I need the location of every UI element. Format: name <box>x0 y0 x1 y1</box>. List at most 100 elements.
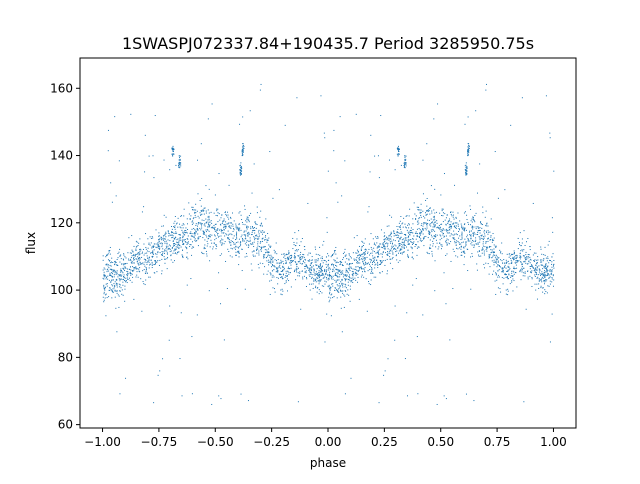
data-point <box>418 218 420 220</box>
data-point <box>382 251 384 253</box>
data-point <box>102 296 104 298</box>
data-point <box>493 248 495 250</box>
data-point <box>228 184 230 186</box>
x-tick-label: −0.25 <box>253 435 290 449</box>
data-point <box>158 240 160 242</box>
data-point <box>410 232 412 234</box>
data-point <box>197 222 199 224</box>
data-point <box>203 248 205 250</box>
data-point <box>354 269 356 271</box>
data-point <box>203 224 205 226</box>
data-point <box>194 232 196 234</box>
data-point <box>484 216 486 218</box>
data-point <box>549 132 551 134</box>
data-point <box>214 235 216 237</box>
data-point <box>458 242 460 244</box>
data-point <box>416 254 418 256</box>
data-point <box>447 221 449 223</box>
data-point <box>431 212 433 214</box>
data-point <box>135 240 137 242</box>
data-point <box>308 269 310 271</box>
data-point <box>407 231 409 233</box>
data-point <box>380 261 382 263</box>
data-point <box>367 270 369 272</box>
data-point <box>220 229 222 231</box>
data-point <box>129 252 131 254</box>
data-point <box>282 290 284 292</box>
data-point <box>457 256 459 258</box>
data-point <box>488 273 490 275</box>
data-point <box>412 228 414 230</box>
data-point <box>298 261 300 263</box>
data-point <box>225 260 227 262</box>
data-point <box>383 239 385 241</box>
data-point <box>403 248 405 250</box>
data-point <box>549 268 551 270</box>
data-point <box>464 246 466 248</box>
data-point <box>306 278 308 280</box>
data-point <box>363 242 365 244</box>
data-point <box>305 272 307 274</box>
data-point <box>197 238 199 240</box>
x-tick-label: 0.50 <box>427 435 454 449</box>
data-point <box>236 236 238 238</box>
data-point <box>510 259 512 261</box>
data-point <box>160 242 162 244</box>
data-point <box>443 236 445 238</box>
data-point <box>474 215 476 217</box>
data-point <box>173 238 175 240</box>
data-point <box>403 251 405 253</box>
data-point <box>253 229 255 231</box>
data-point <box>496 256 498 258</box>
x-tick-label: 0.00 <box>315 435 342 449</box>
data-point <box>393 230 395 232</box>
data-point <box>119 275 121 277</box>
data-point <box>126 270 128 272</box>
data-point <box>383 232 385 234</box>
data-point <box>111 269 113 271</box>
data-point <box>464 211 466 213</box>
data-point <box>309 252 311 254</box>
data-point <box>137 263 139 265</box>
data-point <box>236 228 238 230</box>
data-point <box>109 281 111 283</box>
data-point <box>538 287 540 289</box>
data-point <box>187 258 189 260</box>
data-point <box>453 230 455 232</box>
data-point <box>113 287 115 289</box>
data-point <box>340 270 342 272</box>
data-point <box>165 245 167 247</box>
data-point <box>435 234 437 236</box>
data-point <box>225 213 227 215</box>
data-point <box>256 247 258 249</box>
data-point <box>514 268 516 270</box>
data-point <box>118 160 120 162</box>
data-point <box>106 276 108 278</box>
data-point <box>335 287 337 289</box>
data-point <box>182 243 184 245</box>
data-point <box>118 295 120 297</box>
data-point <box>416 235 418 237</box>
data-point <box>504 266 506 268</box>
data-point <box>174 248 176 250</box>
data-point <box>390 248 392 250</box>
data-point <box>156 271 158 273</box>
data-point <box>304 262 306 264</box>
data-point <box>453 237 455 239</box>
data-point <box>154 260 156 262</box>
data-point <box>133 259 135 261</box>
data-point <box>348 268 350 270</box>
data-point <box>459 243 461 245</box>
data-point <box>122 284 124 286</box>
data-point <box>207 229 209 231</box>
data-point <box>370 134 372 136</box>
data-point <box>169 234 171 236</box>
data-point <box>423 223 425 225</box>
data-point <box>497 276 499 278</box>
data-point <box>396 231 398 233</box>
data-point <box>362 262 364 264</box>
data-point <box>409 231 411 233</box>
data-point <box>238 252 240 254</box>
data-point <box>378 264 380 266</box>
data-point <box>391 245 393 247</box>
